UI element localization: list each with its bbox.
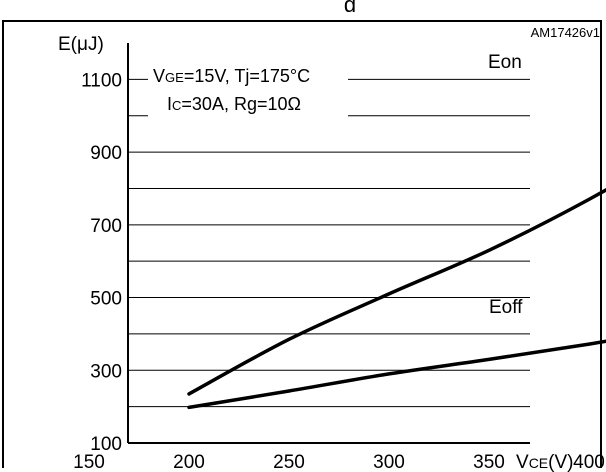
tick-labels: 1100900700500300100150200250300350400450 — [73, 70, 605, 472]
y-tick-label: 300 — [90, 361, 122, 382]
conditions-box — [148, 62, 348, 120]
chart-title-fragment: g — [250, 0, 450, 12]
axis-layer — [127, 43, 530, 444]
chart-frame — [2, 20, 602, 468]
x-tick-label: 350 — [473, 452, 505, 472]
x-tick-label: 200 — [173, 452, 205, 472]
x-tick-label: 250 — [273, 452, 305, 472]
y-tick-label: 1100 — [81, 70, 122, 91]
y-axis-label: E(μJ) — [58, 34, 104, 55]
grid-layer — [128, 78, 530, 408]
x-tick-label: 400 — [573, 452, 605, 472]
x-axis-label: VCE(V) — [516, 452, 573, 472]
y-tick-label: 100 — [90, 434, 122, 455]
series-layer: Eon Eoff — [187, 52, 606, 410]
x-tick-label: 300 — [373, 452, 405, 472]
conditions-line-2: IC=30A, Rg=10Ω — [167, 94, 301, 114]
series-label-eon: Eon — [488, 52, 522, 73]
series-label-eoff: Eoff — [489, 297, 523, 318]
y-tick-label: 500 — [90, 289, 122, 310]
y-tick-label: 900 — [90, 143, 122, 164]
figure-id-label: AM17426v1 — [531, 25, 600, 40]
conditions-line-1: VGE=15V, Tj=175°C — [153, 66, 310, 86]
y-tick-label: 700 — [90, 216, 122, 237]
series-line-eoff — [187, 339, 606, 410]
series-line-eon — [187, 188, 606, 396]
x-tick-label: 150 — [73, 452, 105, 472]
